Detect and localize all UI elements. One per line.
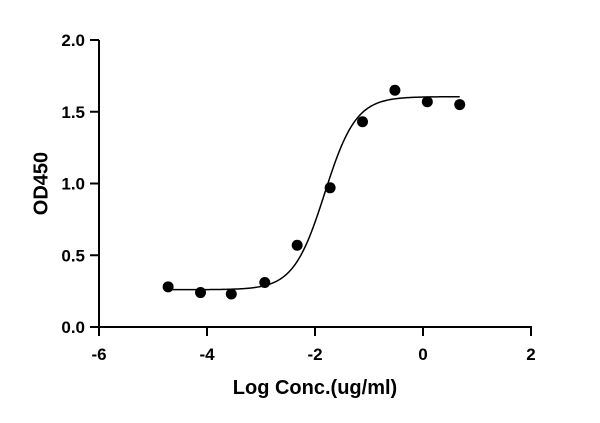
data-point — [259, 277, 271, 289]
data-point — [324, 182, 336, 194]
y-axis-title: OD450 — [30, 152, 52, 215]
data-point — [389, 84, 401, 96]
y-tick-label: 2.0 — [61, 31, 85, 50]
y-tick-label: 0.0 — [61, 318, 85, 337]
x-tick-label: -4 — [199, 345, 215, 364]
x-tick-label: 0 — [418, 345, 427, 364]
x-tick-label: -2 — [307, 345, 322, 364]
data-point — [291, 239, 303, 251]
y-tick-label: 1.0 — [61, 175, 85, 194]
y-tick-label: 1.5 — [61, 103, 85, 122]
x-ticks: -6 -4 -2 0 2 — [91, 327, 536, 364]
data-points — [162, 84, 466, 300]
data-point — [357, 116, 369, 128]
data-point — [454, 99, 466, 111]
data-point — [162, 281, 174, 293]
data-point — [195, 287, 207, 299]
x-axis-title: Log Conc.(ug/ml) — [233, 377, 397, 399]
data-point — [225, 288, 237, 300]
data-point — [421, 96, 433, 108]
y-ticks: 0.0 0.5 1.0 1.5 2.0 — [61, 31, 99, 337]
x-tick-label: -6 — [91, 345, 106, 364]
fit-curve — [168, 95, 460, 291]
x-tick-label: 2 — [526, 345, 535, 364]
y-tick-label: 0.5 — [61, 246, 85, 265]
